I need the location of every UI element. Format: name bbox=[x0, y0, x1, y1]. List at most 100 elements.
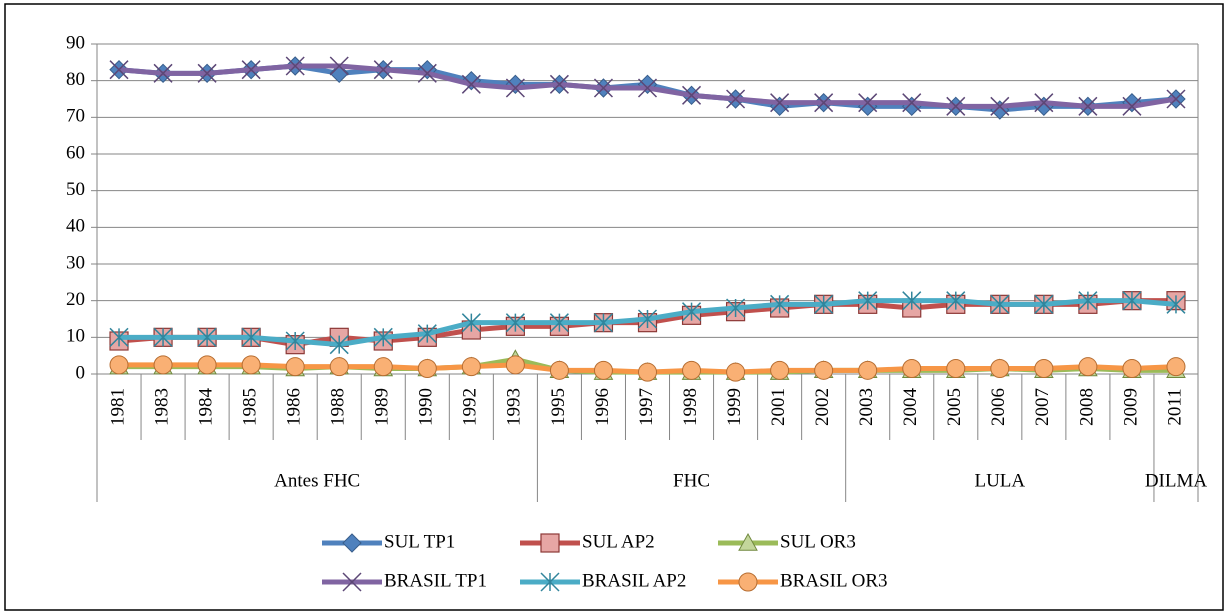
y-tick-label: 80 bbox=[66, 69, 85, 90]
x-tick-label: 2011 bbox=[1164, 388, 1185, 425]
marker bbox=[109, 355, 129, 375]
legend-marker bbox=[738, 572, 758, 592]
marker bbox=[549, 360, 569, 380]
legend-marker bbox=[738, 532, 758, 551]
marker bbox=[417, 359, 437, 378]
legend-marker bbox=[342, 533, 362, 553]
x-tick-label: 1998 bbox=[680, 388, 701, 426]
marker bbox=[726, 298, 746, 318]
group-label: LULA bbox=[974, 470, 1025, 491]
marker bbox=[814, 360, 834, 380]
marker bbox=[682, 85, 702, 105]
marker bbox=[197, 355, 217, 375]
y-tick-label: 20 bbox=[66, 289, 85, 310]
legend-marker bbox=[540, 533, 560, 553]
marker bbox=[285, 357, 305, 377]
marker bbox=[285, 331, 305, 351]
marker bbox=[197, 327, 217, 347]
marker bbox=[1078, 291, 1098, 311]
x-tick-label: 1992 bbox=[460, 388, 481, 426]
y-tick-label: 40 bbox=[66, 216, 85, 237]
marker bbox=[329, 357, 349, 377]
x-tick-label: 1996 bbox=[592, 388, 613, 426]
y-tick-label: 60 bbox=[66, 142, 85, 163]
x-tick-label: 1985 bbox=[239, 388, 260, 426]
marker bbox=[241, 327, 261, 347]
marker bbox=[858, 360, 878, 380]
marker bbox=[682, 360, 702, 380]
x-tick-label: 2002 bbox=[812, 388, 833, 426]
marker bbox=[197, 63, 217, 83]
marker bbox=[329, 56, 349, 76]
x-tick-label: 2004 bbox=[900, 388, 921, 427]
marker bbox=[417, 63, 437, 83]
marker bbox=[241, 60, 261, 80]
group-label: DILMA bbox=[1145, 470, 1208, 491]
x-tick-label: 1995 bbox=[548, 388, 569, 426]
marker bbox=[637, 78, 658, 98]
legend-label: BRASIL OR3 bbox=[780, 570, 888, 591]
series bbox=[109, 56, 1186, 116]
marker bbox=[990, 359, 1010, 378]
x-tick-label: 2007 bbox=[1032, 388, 1053, 426]
legend-label: BRASIL TP1 bbox=[384, 570, 487, 591]
x-tick-label: 2009 bbox=[1120, 388, 1141, 426]
marker bbox=[726, 362, 746, 382]
marker bbox=[946, 359, 966, 378]
y-tick-label: 50 bbox=[66, 179, 85, 200]
marker bbox=[505, 355, 525, 375]
legend-label: SUL AP2 bbox=[582, 531, 655, 552]
marker bbox=[1034, 294, 1054, 314]
x-tick-label: 2006 bbox=[988, 388, 1009, 426]
x-tick-label: 1983 bbox=[151, 388, 172, 426]
x-tick-label: 2003 bbox=[856, 388, 877, 426]
x-tick-label: 1984 bbox=[195, 388, 216, 427]
marker bbox=[373, 357, 393, 377]
x-tick-label: 1993 bbox=[504, 388, 525, 426]
marker bbox=[770, 294, 790, 314]
marker bbox=[593, 313, 613, 333]
x-tick-label: 1989 bbox=[372, 388, 393, 426]
marker bbox=[109, 327, 129, 347]
y-tick-label: 30 bbox=[66, 252, 85, 273]
marker bbox=[593, 360, 613, 380]
marker bbox=[902, 93, 922, 113]
y-tick-label: 70 bbox=[66, 106, 85, 127]
series bbox=[109, 355, 1186, 382]
marker bbox=[241, 355, 261, 375]
marker bbox=[990, 96, 1010, 116]
marker bbox=[1166, 89, 1186, 109]
legend-marker bbox=[540, 572, 560, 592]
group-label: Antes FHC bbox=[274, 470, 360, 491]
marker bbox=[637, 309, 658, 329]
marker bbox=[858, 93, 878, 113]
marker bbox=[549, 313, 569, 333]
marker bbox=[593, 78, 613, 98]
marker bbox=[153, 63, 173, 83]
legend-label: SUL OR3 bbox=[780, 531, 856, 552]
marker bbox=[1166, 294, 1186, 314]
marker bbox=[153, 327, 173, 347]
marker bbox=[770, 93, 790, 113]
y-tick-label: 10 bbox=[66, 326, 85, 347]
group-label: FHC bbox=[673, 470, 710, 491]
marker bbox=[1078, 357, 1098, 377]
marker bbox=[814, 294, 834, 314]
x-tick-label: 1988 bbox=[328, 388, 349, 426]
y-tick-label: 0 bbox=[76, 362, 86, 383]
marker bbox=[461, 74, 481, 94]
x-tick-label: 1999 bbox=[724, 388, 745, 426]
marker bbox=[109, 60, 129, 80]
marker bbox=[902, 359, 922, 378]
x-tick-label: 1990 bbox=[416, 388, 437, 426]
legend-marker bbox=[342, 572, 362, 592]
y-tick-label: 90 bbox=[66, 32, 85, 53]
marker bbox=[505, 313, 525, 333]
marker bbox=[1122, 359, 1142, 378]
marker bbox=[461, 357, 481, 377]
x-tick-label: 1997 bbox=[636, 388, 657, 426]
marker bbox=[946, 291, 966, 311]
marker bbox=[505, 78, 525, 98]
